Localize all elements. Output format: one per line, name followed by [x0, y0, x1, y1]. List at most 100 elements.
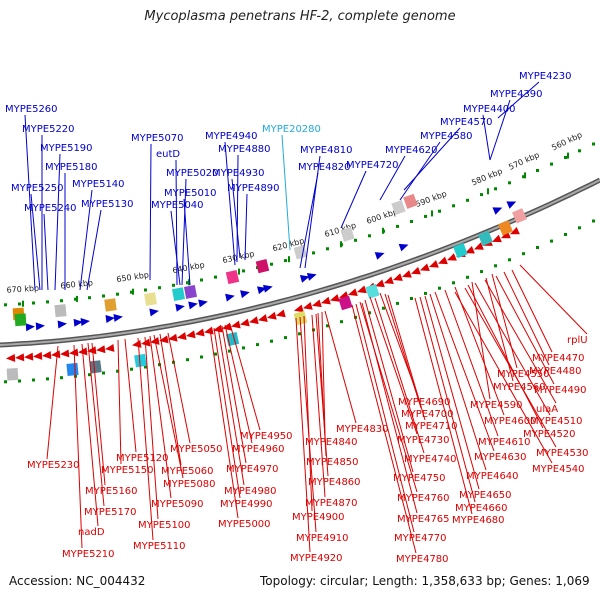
gene-label[interactable]: MYPE4810	[300, 145, 353, 156]
gene-label[interactable]: MYPE4700	[401, 409, 454, 420]
outer-ring-dot	[466, 198, 469, 202]
gene-label[interactable]: MYPE4720	[346, 160, 399, 171]
gene-label[interactable]: MYPE5260	[5, 104, 58, 115]
gene-label[interactable]: MYPE4490	[534, 385, 587, 396]
gene-label[interactable]: MYPE5140	[72, 179, 125, 190]
gene-label[interactable]: MYPE4740	[404, 454, 457, 465]
gene-label[interactable]: MYPE4730	[397, 435, 450, 446]
gene-label[interactable]: MYPE4570	[440, 117, 493, 128]
gene-label[interactable]: MYPE4510	[530, 416, 583, 427]
gene-label[interactable]: MYPE4580	[420, 131, 473, 142]
gene-label[interactable]: MYPE4600	[484, 416, 537, 427]
gene-label[interactable]: MYPE5050	[170, 444, 223, 455]
gene-label[interactable]: MYPE4390	[490, 89, 543, 100]
gene-label[interactable]: MYPE5020	[166, 168, 219, 179]
outer-ring-dot	[116, 292, 119, 296]
gene-label[interactable]: MYPE5220	[22, 124, 75, 135]
inner-ring-dot	[298, 332, 301, 336]
gene-label[interactable]: MYPE4710	[405, 421, 458, 432]
gene-label[interactable]: MYPE5250	[11, 183, 64, 194]
gene-label[interactable]: nadD	[78, 527, 105, 538]
gene-label[interactable]: MYPE4230	[519, 71, 572, 82]
gene-label[interactable]: MYPE5160	[85, 486, 138, 497]
gene-label[interactable]: eutD	[156, 149, 180, 160]
gene-label[interactable]: MYPE4850	[306, 457, 359, 468]
gene-label[interactable]: rplU	[567, 335, 588, 346]
reverse-gene-arrow	[402, 270, 412, 278]
gene-label[interactable]: MYPE4870	[305, 498, 358, 509]
gene-leader-line	[321, 311, 326, 437]
gene-leader-line	[30, 193, 41, 291]
forward-gene-arrow	[175, 303, 185, 312]
gene-label[interactable]: MYPE4550	[497, 369, 550, 380]
gene-label[interactable]: MYPE4590	[470, 400, 523, 411]
gene-label[interactable]: MYPE4530	[536, 448, 589, 459]
gene-label[interactable]: MYPE4770	[394, 533, 447, 544]
gene-label[interactable]: MYPE4930	[212, 168, 265, 179]
gene-label[interactable]: MYPE5070	[131, 133, 184, 144]
gene-label[interactable]: MYPE4920	[290, 553, 343, 564]
feature-block	[89, 360, 102, 374]
gene-label[interactable]: MYPE4780	[396, 554, 449, 565]
forward-gene-arrow	[506, 201, 517, 209]
gene-label[interactable]: MYPE5130	[81, 199, 134, 210]
accession-label: Accession: NC_004432	[9, 574, 146, 588]
gene-label[interactable]: MYPE5110	[133, 541, 186, 552]
gene-label[interactable]: MYPE4910	[296, 533, 349, 544]
gene-label[interactable]: MYPE4480	[529, 366, 582, 377]
gene-label[interactable]: MYPE4840	[305, 437, 358, 448]
gene-label[interactable]: MYPE4890	[227, 183, 280, 194]
gene-label[interactable]: MYPE5100	[138, 520, 191, 531]
gene-label[interactable]: MYPE5230	[27, 460, 80, 471]
gene-label[interactable]: MYPE5000	[218, 519, 271, 530]
gene-label[interactable]: MYPE4540	[532, 464, 585, 475]
gene-label[interactable]: MYPE4820	[298, 162, 351, 173]
gene-label[interactable]: MYPE5190	[40, 143, 93, 154]
gene-leader-line	[403, 127, 461, 191]
gene-label[interactable]: MYPE4750	[393, 473, 446, 484]
gene-label[interactable]: MYPE4630	[474, 452, 527, 463]
gene-label[interactable]: MYPE5210	[62, 549, 115, 560]
gene-label[interactable]: MYPE5240	[24, 203, 77, 214]
forward-gene-arrow	[57, 320, 67, 329]
gene-label[interactable]: MYPE4765	[397, 514, 450, 525]
reverse-gene-arrow	[348, 288, 358, 297]
gene-label[interactable]: MYPE4470	[532, 353, 585, 364]
gene-label[interactable]: MYPE5150	[101, 465, 154, 476]
gene-label[interactable]: MYPE4640	[466, 471, 519, 482]
gene-label[interactable]: MYPE4760	[397, 493, 450, 504]
gene-label[interactable]: MYPE4650	[459, 490, 512, 501]
gene-label[interactable]: MYPE4880	[218, 144, 271, 155]
gene-label[interactable]: MYPE4860	[308, 477, 361, 488]
gene-label[interactable]: MYPE4900	[292, 512, 345, 523]
gene-label[interactable]: MYPE5060	[161, 466, 214, 477]
gene-label[interactable]: MYPE4660	[455, 503, 508, 514]
gene-label[interactable]: MYPE5170	[84, 507, 137, 518]
gene-label[interactable]: MYPE4400	[463, 104, 516, 115]
outer-ring-dot	[200, 278, 203, 282]
gene-labels[interactable]: MYPE4230 MYPE4390 MYPE4400 MYPE4570 MYPE4580…	[5, 71, 589, 565]
reverse-gene-arrow	[384, 276, 394, 284]
gene-label[interactable]: MYPE4560	[493, 382, 546, 393]
gene-label[interactable]: MYPE5010	[164, 188, 217, 199]
gene-label[interactable]: MYPE5180	[45, 162, 98, 173]
reverse-gene-arrow	[294, 304, 304, 313]
gene-label[interactable]: MYPE4940	[205, 131, 258, 142]
gene-label[interactable]: MYPE4980	[224, 486, 277, 497]
gene-label[interactable]: MYPE5090	[151, 499, 204, 510]
gene-label[interactable]: MYPE4970	[226, 464, 279, 475]
gene-label[interactable]: MYPE4950	[240, 431, 293, 442]
gene-label[interactable]: MYPE5040	[151, 200, 204, 211]
gene-label[interactable]: MYPE4680	[452, 515, 505, 526]
gene-label[interactable]: MYPE4620	[385, 145, 438, 156]
gene-leader-line	[244, 193, 248, 261]
gene-label[interactable]: MYPE5120	[116, 453, 169, 464]
gene-label[interactable]: MYPE20280	[262, 124, 321, 135]
gene-label[interactable]: MYPE5080	[163, 479, 216, 490]
gene-label[interactable]: MYPE4990	[220, 499, 273, 510]
gene-label[interactable]: MYPE4610	[478, 437, 531, 448]
gene-label[interactable]: MYPE4960	[232, 444, 285, 455]
gene-label[interactable]: MYPE4830	[336, 424, 389, 435]
gene-label[interactable]: MYPE4690	[398, 397, 451, 408]
inner-ring-dot	[228, 349, 231, 353]
